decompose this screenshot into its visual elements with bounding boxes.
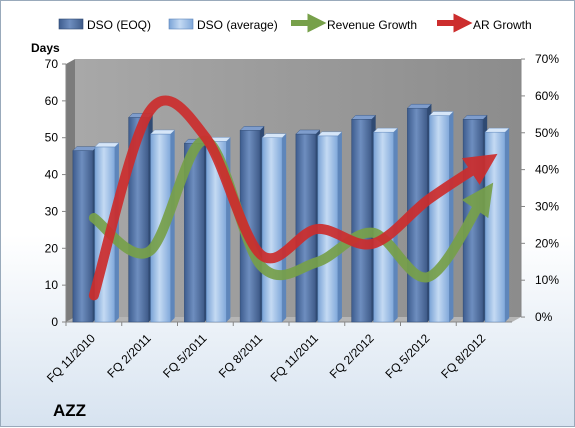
y-tick-label: 0 [51,315,58,329]
y-ticks-right: 0% 10% 20% 30% 40% 50% 60% 70% [521,52,559,324]
x-tick-label: FQ 2/2011 [104,331,154,381]
bar-side [282,133,287,322]
y2-tick-label: 30% [535,199,559,213]
y-tick-label: 70 [45,57,59,71]
bar-top [295,129,321,135]
y2-tick-label: 70% [535,52,559,66]
legend-label-ar-growth: AR Growth [473,18,532,32]
ticker-label: AZZ [53,401,86,420]
bar-top [72,146,98,151]
x-tick-label: FQ 11/2011 [268,331,322,385]
bar-front [351,119,372,323]
bar-side [337,131,342,322]
y2-tick-label: 40% [535,163,559,177]
bar-top [239,126,265,131]
line-ar-growth [88,95,498,301]
bar-top [462,115,488,120]
bar-top [428,111,454,116]
bar-top [406,103,432,109]
x-tick-label: FQ 2/2012 [327,331,377,381]
x-ticks: FQ 11/2010 FQ 2/2011 FQ 5/2011 FQ 8/2011 FQ … [44,322,488,385]
bar-top [317,131,343,137]
legend-label-dso-eoq: DSO (EOQ) [87,18,151,32]
bar-top [373,127,399,133]
bar-top [261,133,287,138]
growth-lines [88,95,498,301]
bar-dso-average [261,133,287,323]
y2-tick-label: 50% [535,126,559,140]
bar-dso-eoq [351,115,377,323]
y-tick-label: 10 [45,278,59,292]
bar-top [484,127,510,133]
y-tick-label: 40 [45,168,59,182]
bar-side [449,111,454,322]
bar-top [351,115,377,120]
line-revenue-growth [88,135,494,283]
x-tick-label: FQ 11/2010 [44,331,98,385]
legend-label-revenue-growth: Revenue Growth [327,18,417,32]
y2-tick-label: 20% [535,236,559,250]
legend-swatch-dso-eoq [58,18,84,30]
y-tick-label: 30 [45,204,59,218]
bar-top [94,142,120,148]
bar-dso-average [484,127,510,323]
bar-side [505,128,510,322]
legend-label-dso-average: DSO (average) [197,18,278,32]
y2-tick-label: 10% [535,273,559,287]
x-tick-label: FQ 8/2011 [216,331,266,381]
y2-tick-label: 0% [535,310,553,324]
legend: DSO (EOQ) DSO (average) Revenue Growth A… [58,13,532,33]
bar-side [170,129,175,322]
y2-tick-label: 60% [535,89,559,103]
y-tick-label: 20 [45,241,59,255]
y-ticks-left: 0 10 20 30 40 50 60 70 [45,57,66,329]
bar-dso-average [428,111,454,323]
x-tick-label: FQ 8/2012 [438,331,488,381]
y-axis-title: Days [31,41,60,55]
y-tick-label: 60 [45,94,59,108]
legend-swatch-dso-average [168,18,194,30]
x-tick-label: FQ 5/2012 [383,331,433,381]
x-tick-label: FQ 5/2011 [160,331,210,381]
y-tick-label: 50 [45,131,59,145]
bar-front [429,115,450,323]
bar-top [150,129,176,135]
bar-front [261,137,283,323]
